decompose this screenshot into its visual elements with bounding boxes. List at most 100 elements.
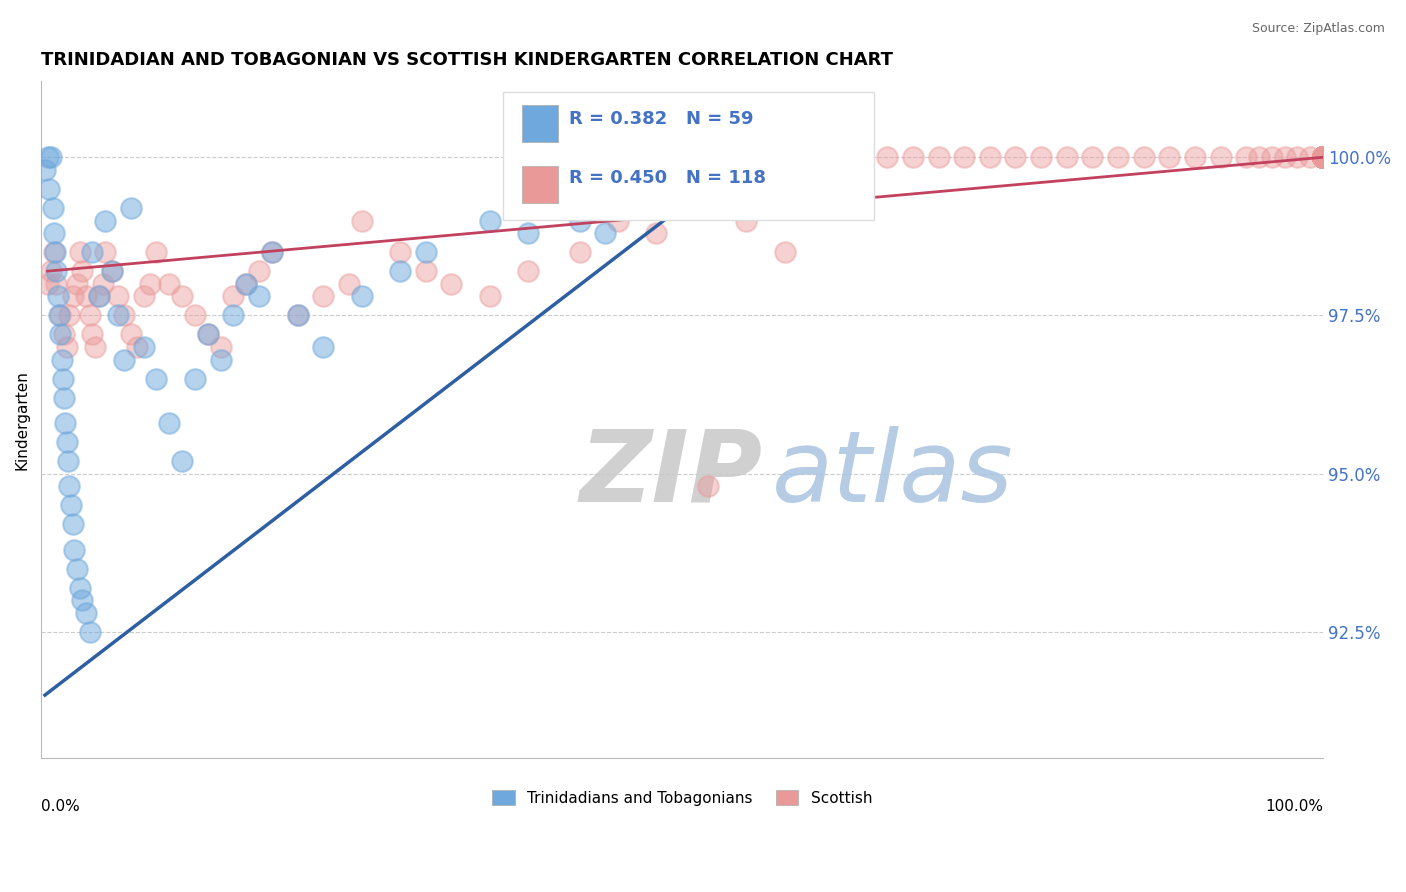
- Point: [1312, 150, 1334, 164]
- FancyBboxPatch shape: [522, 166, 558, 203]
- Text: R = 0.382   N = 59: R = 0.382 N = 59: [569, 111, 754, 128]
- Point: [350, 289, 373, 303]
- Point: [197, 327, 219, 342]
- Point: [312, 289, 335, 303]
- Point: [1312, 150, 1334, 164]
- Point: [100, 264, 122, 278]
- Point: [59, 498, 82, 512]
- Point: [773, 245, 796, 260]
- Point: [120, 327, 142, 342]
- Point: [91, 277, 114, 291]
- Point: [79, 309, 101, 323]
- Point: [1312, 150, 1334, 164]
- Point: [1312, 150, 1334, 164]
- Point: [157, 277, 180, 291]
- Point: [120, 201, 142, 215]
- Point: [94, 245, 117, 260]
- Point: [1312, 150, 1334, 164]
- Point: [222, 289, 245, 303]
- Point: [184, 309, 207, 323]
- Point: [1312, 150, 1334, 164]
- Point: [645, 163, 668, 178]
- Point: [75, 289, 97, 303]
- Point: [1312, 150, 1334, 164]
- Point: [415, 264, 437, 278]
- Point: [1312, 150, 1334, 164]
- Point: [70, 593, 93, 607]
- Point: [1312, 150, 1334, 164]
- Point: [1209, 150, 1232, 164]
- Point: [1312, 150, 1334, 164]
- Point: [1312, 150, 1334, 164]
- Point: [1312, 150, 1334, 164]
- Point: [1184, 150, 1206, 164]
- Point: [107, 289, 129, 303]
- Point: [415, 245, 437, 260]
- Point: [696, 182, 718, 196]
- Point: [53, 327, 76, 342]
- Point: [696, 479, 718, 493]
- Point: [51, 352, 73, 367]
- Point: [46, 289, 69, 303]
- Text: atlas: atlas: [772, 425, 1014, 523]
- Point: [1312, 150, 1334, 164]
- Point: [197, 327, 219, 342]
- Point: [1261, 150, 1284, 164]
- Point: [543, 201, 565, 215]
- Point: [287, 309, 309, 323]
- Point: [1132, 150, 1154, 164]
- Point: [1247, 150, 1270, 164]
- Point: [1312, 150, 1334, 164]
- Point: [735, 150, 758, 164]
- Point: [1312, 150, 1334, 164]
- Point: [53, 391, 76, 405]
- Point: [94, 213, 117, 227]
- Point: [440, 277, 463, 291]
- Text: 0.0%: 0.0%: [41, 799, 80, 814]
- Point: [1234, 150, 1257, 164]
- Point: [79, 624, 101, 639]
- Point: [87, 289, 110, 303]
- Point: [48, 309, 70, 323]
- Point: [1299, 150, 1322, 164]
- Point: [58, 309, 80, 323]
- Point: [1312, 150, 1334, 164]
- Point: [1312, 150, 1334, 164]
- Point: [1312, 150, 1334, 164]
- Point: [1312, 150, 1334, 164]
- Point: [1159, 150, 1181, 164]
- Point: [1312, 150, 1334, 164]
- Point: [235, 277, 257, 291]
- Point: [1312, 150, 1334, 164]
- Point: [222, 309, 245, 323]
- Point: [1312, 150, 1334, 164]
- Point: [1312, 150, 1334, 164]
- Point: [37, 277, 59, 291]
- Point: [389, 245, 412, 260]
- Point: [1312, 150, 1334, 164]
- Point: [671, 150, 693, 164]
- Point: [876, 150, 898, 164]
- Point: [157, 416, 180, 430]
- Point: [1004, 150, 1026, 164]
- Point: [132, 289, 155, 303]
- Point: [568, 213, 591, 227]
- Point: [247, 264, 270, 278]
- Point: [132, 340, 155, 354]
- Y-axis label: Kindergarten: Kindergarten: [15, 370, 30, 470]
- Legend: Trinidadians and Tobagonians, Scottish: Trinidadians and Tobagonians, Scottish: [486, 783, 879, 812]
- Point: [350, 213, 373, 227]
- Point: [82, 327, 104, 342]
- Point: [851, 163, 873, 178]
- Point: [84, 340, 107, 354]
- Point: [70, 264, 93, 278]
- Point: [312, 340, 335, 354]
- Point: [645, 226, 668, 240]
- Point: [107, 309, 129, 323]
- Point: [55, 435, 77, 450]
- Point: [825, 182, 848, 196]
- Text: ZIP: ZIP: [579, 425, 762, 523]
- Point: [172, 454, 194, 468]
- Point: [58, 479, 80, 493]
- Point: [1312, 150, 1334, 164]
